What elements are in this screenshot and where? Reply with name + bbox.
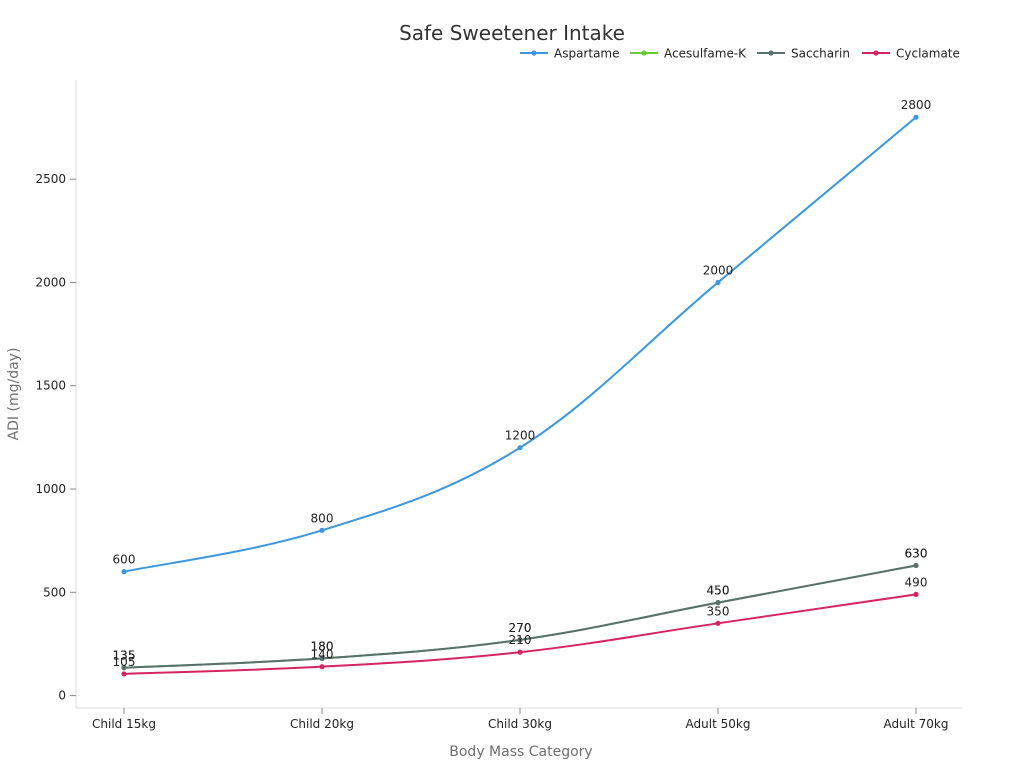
- legend-item-cyclamate[interactable]: Cyclamate: [862, 47, 960, 61]
- data-point-cyclamate: [715, 620, 721, 626]
- legend-marker: [768, 50, 774, 56]
- data-point-saccharin: [913, 562, 919, 569]
- data-point-saccharin: [517, 637, 523, 643]
- legend-marker: [873, 50, 879, 56]
- data-label-cyclamate: 105: [113, 655, 136, 669]
- x-tick-label: Adult 50kg: [686, 717, 751, 731]
- data-label-cyclamate: 490: [905, 575, 928, 589]
- data-point-cyclamate: [319, 664, 325, 670]
- legend-label: Acesulfame-K: [664, 47, 747, 61]
- data-label-saccharin: 180: [311, 639, 334, 653]
- series-group: [121, 114, 919, 677]
- data-label-acesulfame-k: 270: [509, 621, 532, 635]
- legend-label: Saccharin: [791, 47, 850, 61]
- data-label-acesulfame-k: 630: [905, 546, 928, 560]
- y-axis-ticks: 0 500 1000 1500 2000 2500: [35, 172, 76, 703]
- data-point-aspartame: [319, 527, 325, 533]
- data-label-saccharin: 270: [509, 621, 532, 635]
- data-point-aspartame: [517, 445, 523, 451]
- data-point-cyclamate: [517, 649, 523, 655]
- data-label-aspartame: 800: [311, 511, 334, 525]
- data-point-saccharin: [715, 600, 721, 606]
- y-tick-label: 0: [58, 689, 66, 703]
- data-label-saccharin: 135: [113, 649, 136, 663]
- x-tick-label: Child 30kg: [488, 717, 552, 731]
- y-tick-label: 1000: [35, 482, 66, 496]
- data-label-aspartame: 1200: [505, 429, 536, 443]
- data-label-aspartame: 2000: [703, 263, 734, 277]
- data-labels: 6008001200200028001351802704506301351802…: [113, 98, 932, 669]
- data-label-cyclamate: 140: [311, 648, 334, 662]
- data-label-acesulfame-k: 135: [113, 649, 136, 663]
- legend-item-aspartame[interactable]: Aspartame: [520, 47, 620, 61]
- data-point-saccharin: [319, 655, 325, 662]
- data-label-saccharin: 450: [707, 584, 730, 598]
- y-axis-label: ADI (mg/day): [6, 348, 22, 441]
- legend-label: Cyclamate: [896, 47, 960, 61]
- legend: Aspartame Acesulfame-K Saccharin Cyclamate: [520, 47, 960, 61]
- y-tick-label: 500: [43, 585, 66, 599]
- chart-title: Safe Sweetener Intake: [399, 21, 625, 45]
- x-tick-label: Child 15kg: [92, 717, 156, 731]
- data-label-cyclamate: 350: [707, 604, 730, 618]
- data-point-cyclamate: [121, 671, 127, 677]
- y-tick-label: 2000: [35, 275, 66, 289]
- data-point-aspartame: [121, 569, 127, 575]
- data-point-aspartame: [913, 114, 919, 120]
- legend-marker: [641, 50, 647, 56]
- legend-item-saccharin[interactable]: Saccharin: [757, 47, 850, 61]
- x-axis-label: Body Mass Category: [449, 744, 592, 760]
- data-label-acesulfame-k: 450: [707, 584, 730, 598]
- legend-label: Aspartame: [554, 47, 620, 61]
- data-point-aspartame: [715, 279, 721, 286]
- y-tick-label: 2500: [35, 172, 66, 186]
- legend-item-acesulfame-k[interactable]: Acesulfame-K: [630, 47, 747, 61]
- data-label-cyclamate: 210: [509, 633, 532, 647]
- legend-marker: [531, 50, 537, 56]
- x-axis-ticks: Child 15kg Child 20kg Child 30kg Adult 50kg…: [92, 708, 948, 731]
- data-point-saccharin: [121, 665, 127, 671]
- series-line-aspartame: [123, 116, 917, 573]
- data-point-cyclamate: [913, 591, 919, 597]
- data-label-aspartame: 600: [113, 553, 136, 567]
- data-label-acesulfame-k: 180: [311, 639, 334, 653]
- x-tick-label: Adult 70kg: [884, 717, 949, 731]
- x-tick-label: Child 20kg: [290, 717, 354, 731]
- data-label-saccharin: 630: [905, 546, 928, 560]
- data-label-aspartame: 2800: [901, 98, 932, 112]
- y-tick-label: 1500: [35, 379, 66, 393]
